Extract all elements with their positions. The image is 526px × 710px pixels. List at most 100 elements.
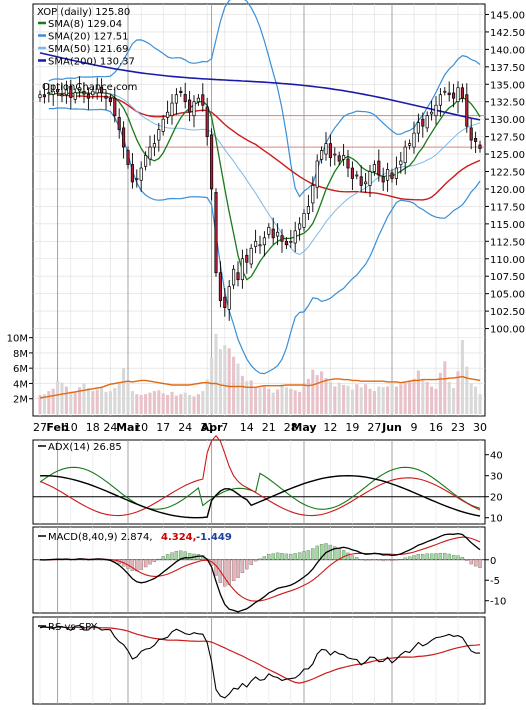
macd-histogram-bar: [434, 553, 438, 560]
macd-histogram-bar: [227, 559, 231, 585]
macd-histogram-bar: [412, 555, 416, 560]
candle-up: [306, 206, 310, 214]
volume-bar: [148, 392, 152, 414]
candle-down: [82, 90, 86, 95]
x-tick-label: 31: [200, 421, 214, 434]
volume-bar: [223, 345, 227, 414]
x-tick-label: 9: [411, 421, 418, 434]
sma-red-line: [57, 94, 481, 201]
bollinger-lower-line: [48, 107, 481, 375]
macd-histogram-bar: [130, 559, 135, 571]
volume-bar: [377, 386, 381, 414]
price-tick-label: 135.00: [490, 80, 525, 91]
x-tick-label: 10: [134, 421, 148, 434]
x-tick-label: Jun: [381, 421, 402, 434]
price-panel-frame: [32, 3, 486, 417]
candle-up: [302, 213, 306, 228]
macd-histogram-bar: [267, 553, 271, 560]
candle-up: [91, 90, 95, 96]
volume-bar: [100, 387, 104, 414]
volume-bar: [166, 394, 170, 414]
candle-down: [214, 192, 218, 274]
price-tick-label: 110.00: [490, 255, 525, 266]
price-tick-label: 140.00: [490, 45, 525, 56]
volume-bar: [64, 386, 68, 414]
candle-down: [117, 117, 121, 130]
legend-label: SMA(200) 130.37: [48, 57, 135, 68]
price-tick-label: 102.50: [490, 307, 525, 318]
candle-down: [188, 99, 192, 113]
candle-down: [478, 144, 482, 149]
volume-bar: [465, 366, 469, 414]
x-tick-label: 19: [345, 421, 359, 434]
volume-bar: [91, 391, 95, 414]
volume-bar: [386, 386, 390, 414]
candle-up: [78, 87, 82, 92]
candle-down: [104, 95, 108, 99]
x-tick-label: 21: [262, 421, 276, 434]
x-tick-label: 28: [284, 421, 298, 434]
adx-minus-di-line: [39, 434, 481, 517]
macd-histogram-bar: [355, 557, 359, 560]
adx-plus-di-line: [39, 466, 481, 510]
candle-up: [311, 185, 315, 204]
candle-up: [60, 94, 64, 97]
volume-bar: [474, 386, 478, 414]
adx-title: ADX(14) 26.85: [48, 442, 122, 453]
macd-histogram-bar: [460, 557, 465, 560]
x-tick-label: 17: [156, 421, 170, 434]
macd-histogram-bar: [350, 555, 355, 560]
x-tick-label: 27: [33, 421, 47, 434]
macd-histogram-bar: [381, 559, 385, 562]
price-tick-label: 120.00: [490, 185, 525, 196]
macd-histogram-bar: [399, 559, 403, 561]
macd-tick-label: -5: [490, 576, 500, 587]
volume-bar: [306, 378, 310, 414]
macd-histogram-bar: [390, 559, 394, 562]
candle-up: [399, 160, 403, 165]
macd-histogram-bar: [245, 559, 249, 570]
volume-bar: [262, 385, 266, 414]
macd-histogram-bar: [478, 559, 482, 568]
macd-histogram-bar: [183, 551, 187, 560]
candle-up: [364, 181, 368, 185]
candle-up: [394, 167, 398, 179]
x-tick-label: 27: [367, 421, 381, 434]
candle-up: [170, 102, 174, 117]
volume-bar: [161, 393, 165, 414]
macd-line: [39, 532, 481, 613]
volume-bar: [456, 371, 460, 414]
price-grid: [33, 14, 485, 329]
rs-lines: [39, 617, 481, 704]
volume-bar: [86, 388, 90, 414]
x-tick-label: 23: [451, 421, 465, 434]
macd-histogram-bar: [341, 550, 346, 560]
volume-bar: [201, 391, 205, 414]
macd-histogram-bar: [143, 559, 148, 568]
volume-bar: [324, 378, 328, 414]
volume-bar: [394, 386, 398, 414]
macd-signal-value: 4.324,: [161, 532, 196, 543]
legend-label: SMA(8) 129.04: [48, 19, 122, 30]
macd-histogram-bar: [258, 558, 262, 560]
x-tick-label: 7: [221, 421, 228, 434]
volume-bar: [469, 383, 473, 414]
candle-up: [276, 231, 280, 237]
candle-up: [192, 101, 196, 117]
candle-down: [236, 272, 240, 281]
candle-up: [254, 240, 258, 247]
candle-down: [460, 87, 464, 99]
candle-down: [474, 138, 478, 142]
volume-bar: [214, 333, 218, 414]
candle-up: [456, 87, 460, 103]
volume-bar: [117, 382, 121, 414]
macd-histogram-bar: [196, 554, 201, 560]
macd-histogram-bar: [223, 559, 227, 587]
volume-bar: [78, 387, 82, 414]
volume-bar: [236, 363, 240, 414]
volume-bars: [38, 333, 482, 414]
candle-down: [183, 94, 187, 103]
volume-bar: [56, 381, 60, 414]
macd-histogram-bar: [157, 558, 161, 560]
